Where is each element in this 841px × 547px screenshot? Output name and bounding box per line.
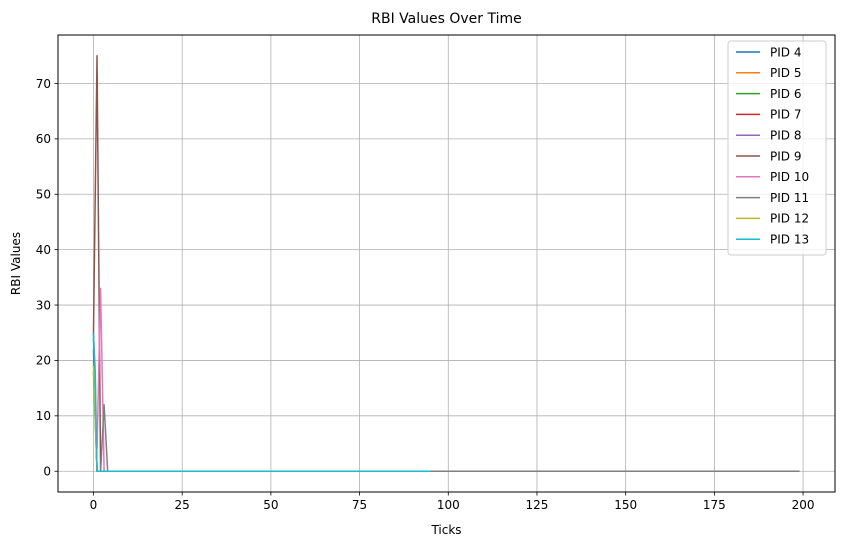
legend-label: PID 6 [770,87,801,101]
legend-label: PID 9 [770,149,801,163]
series-line-10 [92,332,431,472]
x-tick-label: 0 [90,498,98,512]
x-tick-label: 125 [526,498,549,512]
legend-label: PID 13 [770,233,809,247]
x-tick-label: 175 [703,498,726,512]
series-line-8 [99,404,800,472]
legend-label: PID 10 [770,170,809,184]
legend-label: PID 7 [770,108,801,122]
x-tick-label: 100 [437,498,460,512]
y-tick-label: 0 [43,465,51,479]
x-tick-label: 200 [792,498,815,512]
x-axis-title: Ticks [430,523,461,537]
x-tick-label: 75 [352,498,367,512]
plot-frame [57,34,836,493]
axis-ticks: 0 25 50 75 100 125 150 175 200 0 10 20 30 40 50 60 70 [36,77,815,512]
y-tick-label: 40 [36,243,51,257]
y-tick-label: 50 [36,188,51,202]
x-tick-label: 25 [175,498,190,512]
y-axis-title: RBI Values [9,232,23,295]
y-tick-label: 60 [36,132,51,146]
legend: PID 4 PID 5 PID 6 PID 7 PID 8 PID 9 PID 10 PID … [727,40,827,256]
y-tick-label: 30 [36,298,51,312]
legend-label: PID 11 [770,191,809,205]
series-lines [92,55,800,472]
y-tick-label: 20 [36,354,51,368]
grid [58,35,835,492]
legend-label: PID 4 [770,45,801,59]
chart-title: RBI Values Over Time [371,11,522,27]
x-tick-label: 50 [263,498,278,512]
legend-label: PID 12 [770,212,809,226]
y-tick-label: 10 [36,409,51,423]
legend-box [727,40,827,256]
legend-label: PID 8 [770,129,801,143]
y-tick-label: 70 [36,77,51,91]
x-tick-label: 150 [614,498,637,512]
legend-label: PID 5 [770,66,801,80]
